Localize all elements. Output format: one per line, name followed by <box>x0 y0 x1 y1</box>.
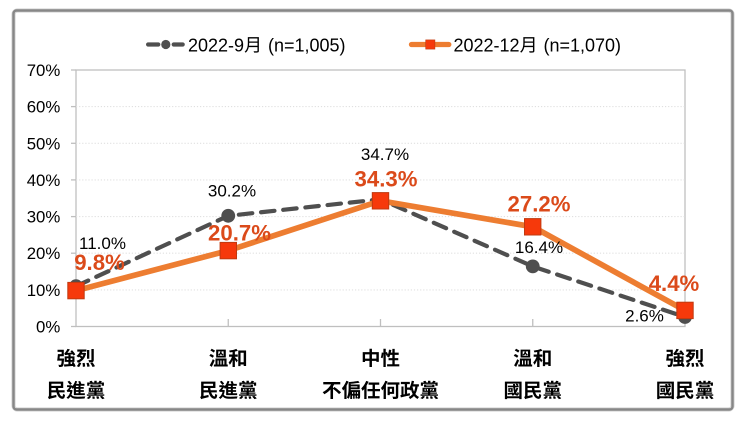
svg-text:16.4%: 16.4% <box>515 238 563 257</box>
svg-text:50%: 50% <box>27 134 61 153</box>
svg-text:2022-12: 2022-12 <box>454 35 520 55</box>
svg-text:(n=1,005): (n=1,005) <box>268 35 346 55</box>
svg-text:60%: 60% <box>27 98 61 117</box>
svg-text:9.8%: 9.8% <box>74 250 125 275</box>
svg-text:20%: 20% <box>27 244 61 263</box>
svg-text:30%: 30% <box>27 208 61 227</box>
svg-text:2022-9: 2022-9 <box>188 35 244 55</box>
svg-text:0%: 0% <box>36 318 60 337</box>
svg-text:11.0%: 11.0% <box>79 234 126 253</box>
svg-text:(n=1,070): (n=1,070) <box>544 35 622 55</box>
svg-text:34.7%: 34.7% <box>361 145 409 164</box>
svg-text:70%: 70% <box>27 61 61 80</box>
svg-text:40%: 40% <box>27 171 61 190</box>
svg-text:2.6%: 2.6% <box>625 307 664 326</box>
svg-text:10%: 10% <box>27 281 61 300</box>
svg-text:30.2%: 30.2% <box>208 182 256 201</box>
svg-text:34.3%: 34.3% <box>355 166 418 191</box>
svg-text:27.2%: 27.2% <box>508 192 571 217</box>
svg-text:4.4%: 4.4% <box>649 271 700 296</box>
svg-text:20.7%: 20.7% <box>208 221 271 246</box>
